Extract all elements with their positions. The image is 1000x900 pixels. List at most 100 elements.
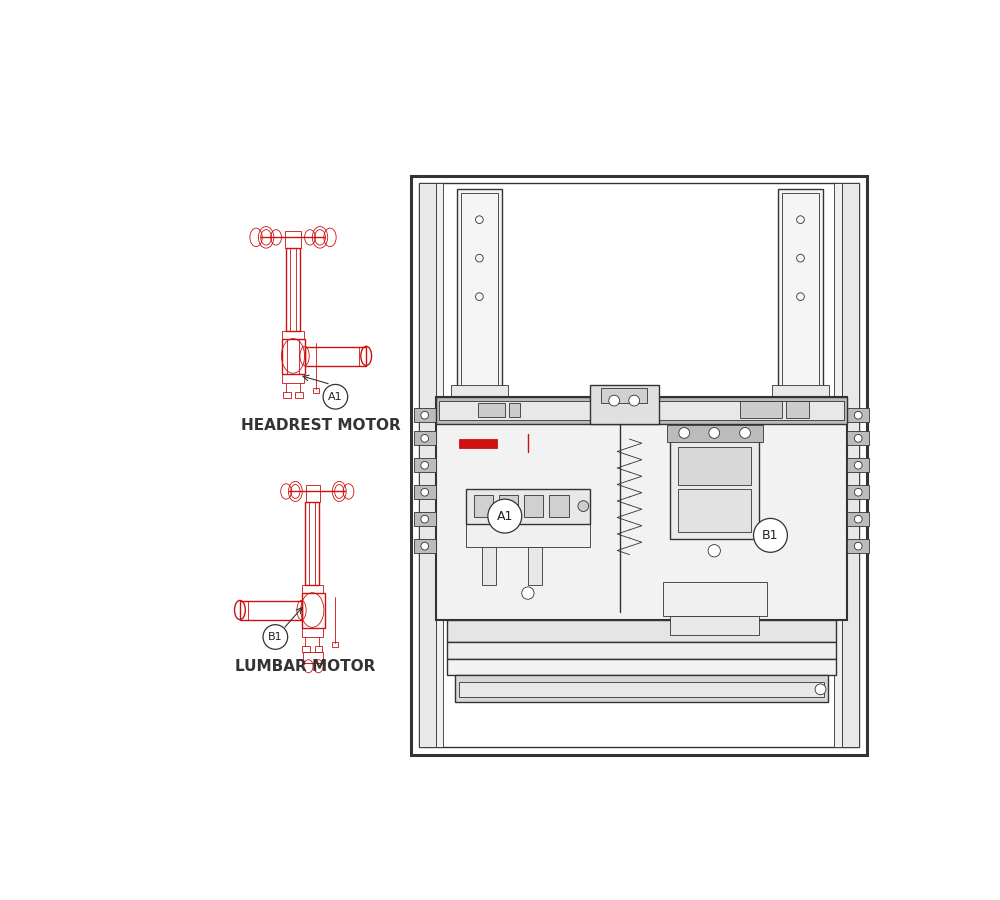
Bar: [590, 385, 659, 424]
Bar: [509, 403, 520, 417]
Bar: [414, 512, 436, 526]
Bar: [666, 425, 763, 442]
Circle shape: [609, 395, 620, 406]
Bar: [455, 676, 828, 702]
Bar: [419, 184, 436, 747]
Circle shape: [854, 411, 862, 419]
Circle shape: [740, 428, 750, 438]
Bar: [306, 485, 320, 502]
Text: LUMBAR MOTOR: LUMBAR MOTOR: [235, 659, 376, 673]
Circle shape: [754, 518, 787, 553]
Bar: [436, 397, 847, 424]
Bar: [313, 388, 319, 393]
Bar: [740, 400, 782, 418]
Bar: [782, 193, 819, 404]
Bar: [847, 409, 869, 422]
Bar: [451, 385, 508, 409]
Bar: [282, 374, 304, 382]
Circle shape: [421, 435, 429, 442]
Bar: [457, 189, 502, 409]
Bar: [414, 539, 436, 554]
Bar: [303, 652, 323, 663]
Circle shape: [488, 500, 522, 533]
Bar: [411, 176, 867, 755]
Bar: [315, 646, 322, 652]
Bar: [302, 646, 310, 652]
Bar: [847, 431, 869, 446]
Bar: [302, 628, 323, 637]
Bar: [847, 458, 869, 473]
Bar: [663, 581, 767, 616]
Bar: [466, 490, 590, 524]
Circle shape: [708, 544, 720, 557]
Circle shape: [815, 684, 826, 695]
Circle shape: [421, 516, 429, 523]
Bar: [447, 620, 836, 642]
Circle shape: [421, 411, 429, 419]
Text: HEADREST MOTOR: HEADREST MOTOR: [241, 418, 400, 433]
Bar: [285, 231, 301, 248]
Bar: [670, 616, 759, 635]
Bar: [847, 512, 869, 526]
Bar: [295, 392, 303, 399]
Bar: [414, 485, 436, 500]
Bar: [478, 403, 505, 417]
Bar: [302, 585, 323, 593]
Circle shape: [421, 543, 429, 550]
Bar: [332, 642, 338, 647]
Circle shape: [854, 543, 862, 550]
Bar: [474, 495, 493, 517]
Bar: [847, 539, 869, 554]
Bar: [670, 439, 759, 539]
Bar: [842, 184, 859, 747]
Bar: [601, 388, 647, 403]
Bar: [436, 397, 847, 620]
Bar: [528, 547, 542, 585]
Bar: [459, 681, 824, 697]
Text: A1: A1: [497, 509, 513, 523]
Bar: [305, 502, 319, 585]
Bar: [524, 495, 543, 517]
Circle shape: [323, 384, 348, 410]
Bar: [283, 392, 291, 399]
Bar: [447, 659, 836, 676]
Bar: [678, 490, 751, 532]
Bar: [282, 339, 305, 374]
Bar: [482, 547, 496, 585]
Bar: [461, 193, 498, 404]
Bar: [240, 601, 302, 620]
Bar: [419, 184, 859, 747]
Bar: [678, 446, 751, 485]
Bar: [439, 400, 844, 419]
Bar: [302, 593, 325, 628]
Bar: [414, 409, 436, 422]
Bar: [436, 184, 443, 747]
Text: A1: A1: [328, 392, 343, 401]
Bar: [414, 431, 436, 446]
Bar: [305, 346, 366, 366]
Circle shape: [854, 462, 862, 469]
Circle shape: [629, 395, 640, 406]
Circle shape: [854, 516, 862, 523]
Circle shape: [421, 462, 429, 469]
Bar: [414, 458, 436, 473]
Bar: [549, 495, 569, 517]
Circle shape: [854, 489, 862, 496]
Circle shape: [421, 489, 429, 496]
Bar: [834, 184, 842, 747]
Bar: [847, 485, 869, 500]
Bar: [447, 642, 836, 659]
Circle shape: [679, 428, 690, 438]
Bar: [786, 400, 809, 418]
Bar: [772, 385, 829, 409]
Bar: [459, 439, 497, 448]
Circle shape: [522, 587, 534, 599]
Circle shape: [578, 500, 589, 511]
Text: B1: B1: [268, 632, 283, 642]
Text: B1: B1: [762, 529, 779, 542]
Bar: [282, 331, 304, 339]
Bar: [778, 189, 823, 409]
Bar: [286, 248, 300, 331]
Circle shape: [709, 428, 720, 438]
Circle shape: [854, 435, 862, 442]
